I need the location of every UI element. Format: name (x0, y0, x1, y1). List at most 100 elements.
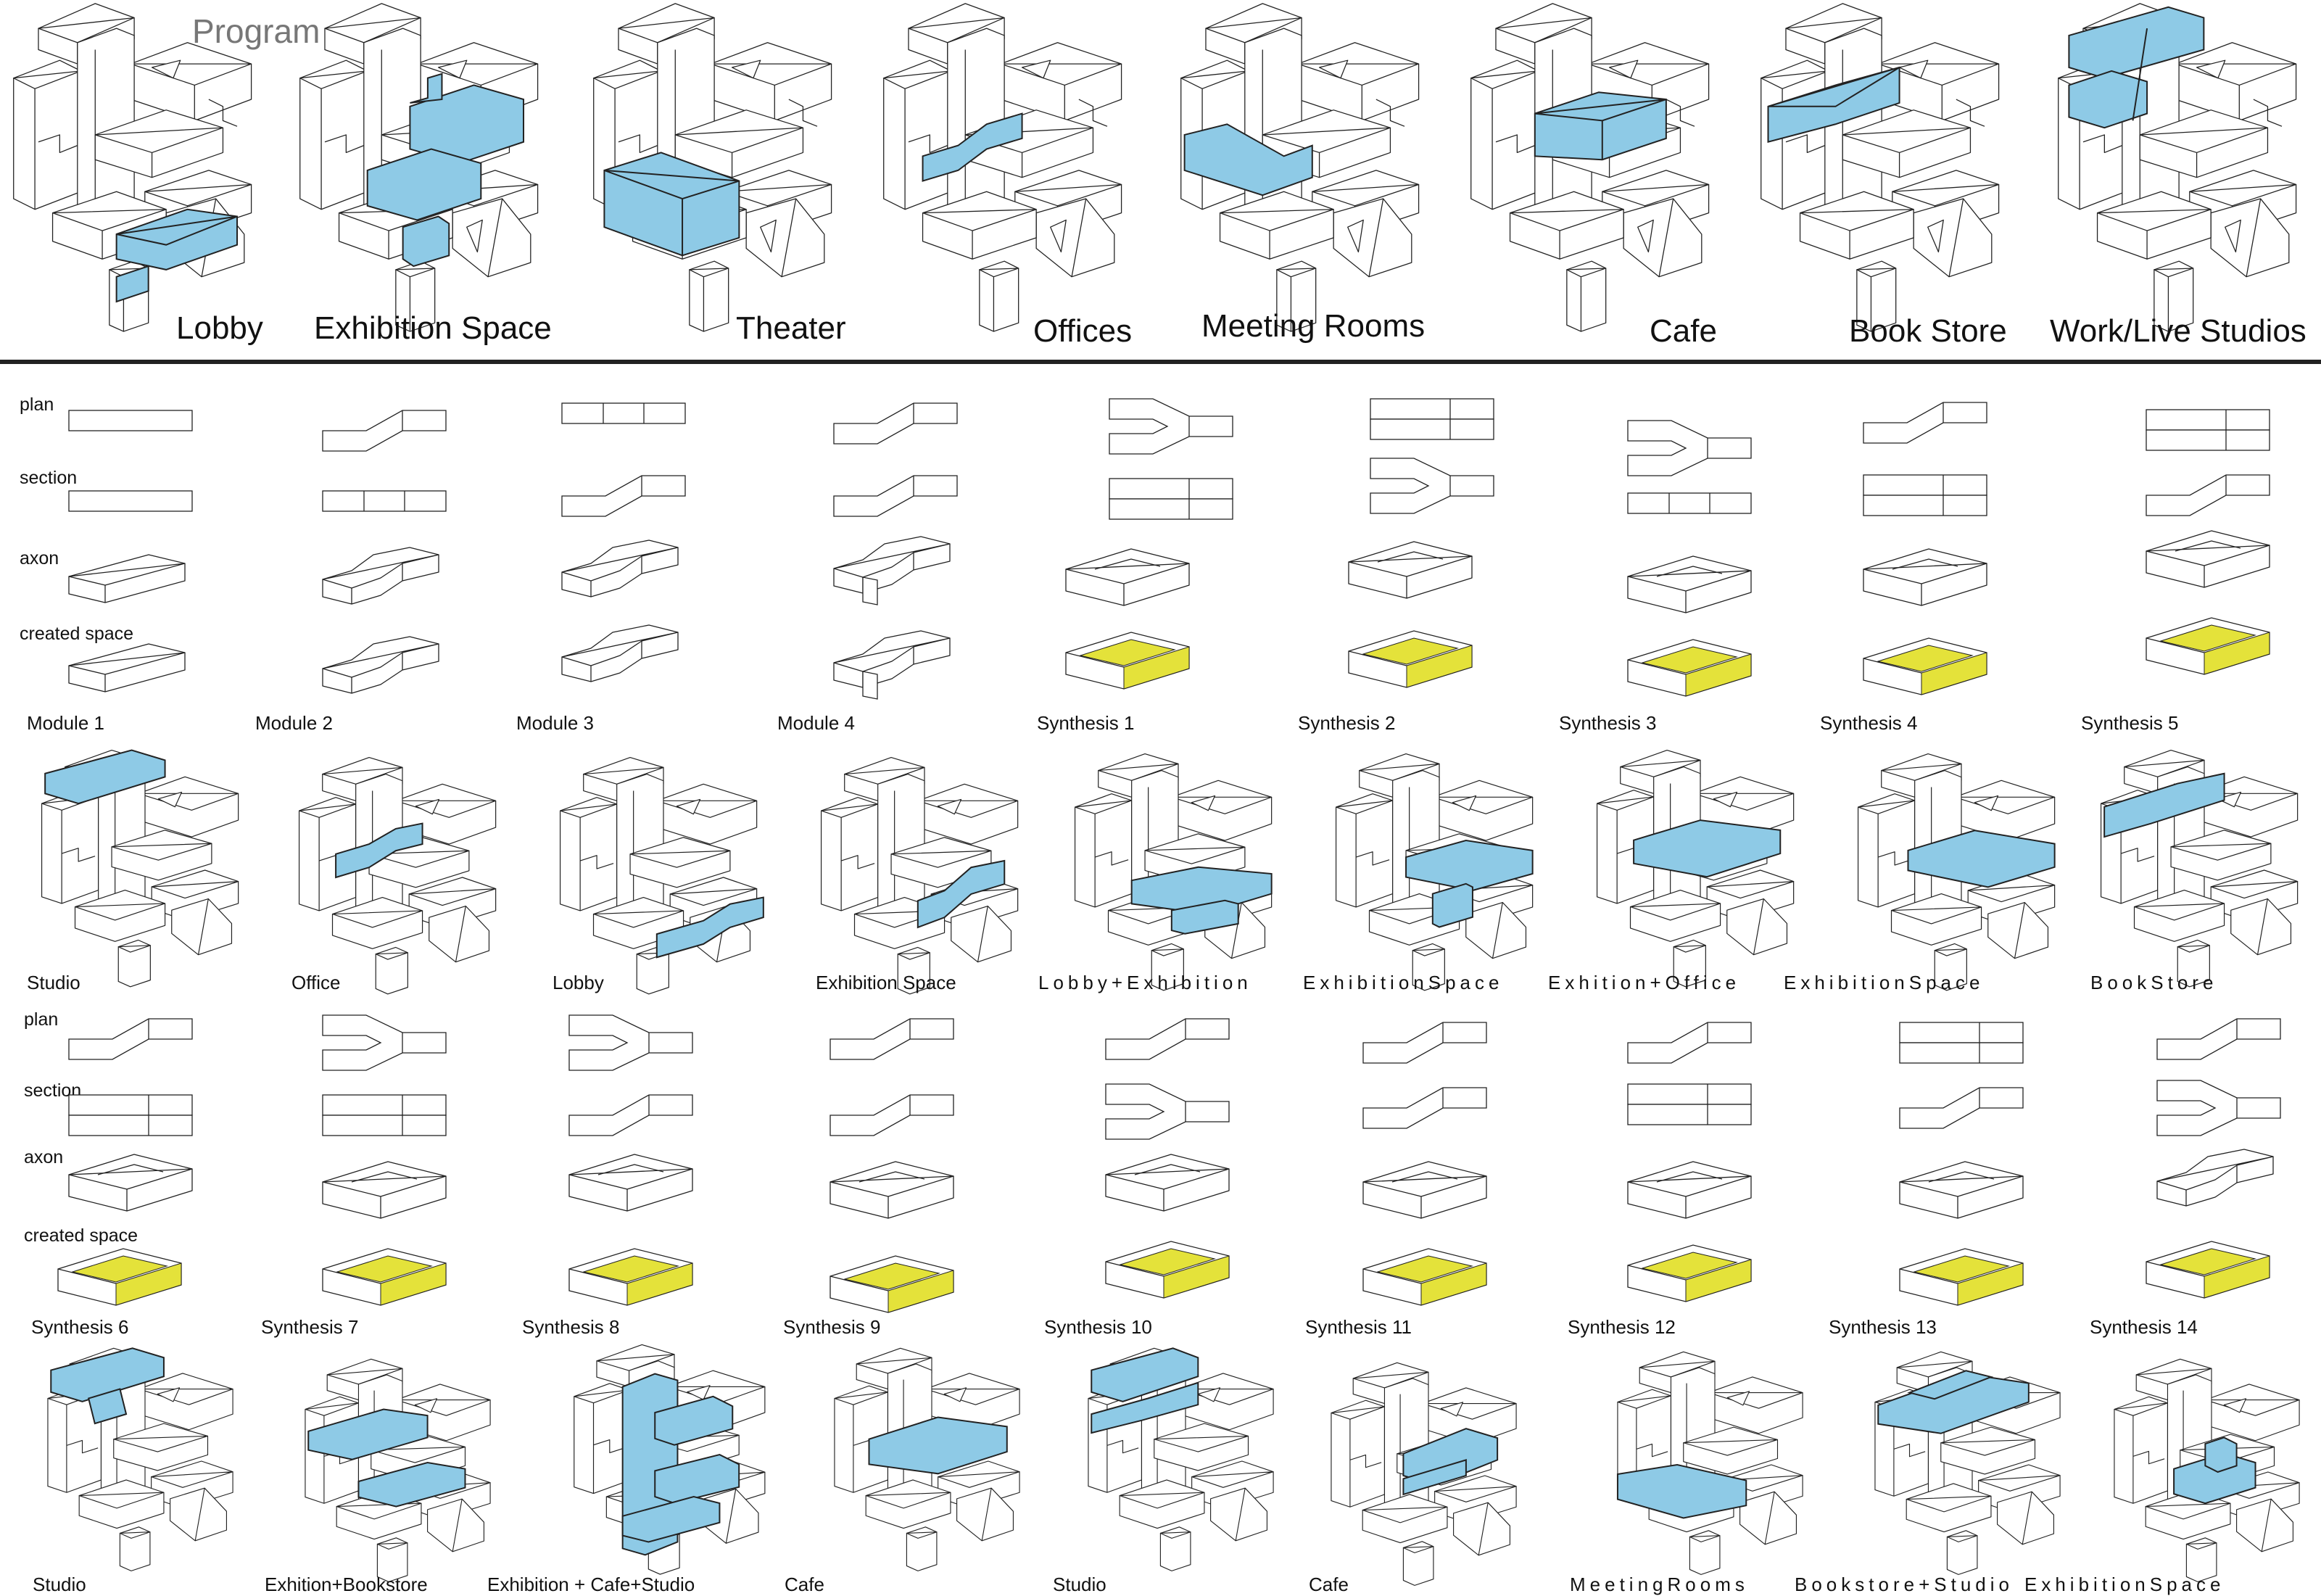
synthesis9-space (829, 1255, 954, 1313)
synthesis12-axon (1627, 1161, 1752, 1219)
synthesis14-axon (2156, 1149, 2274, 1207)
program-model-meeting (1180, 3, 1420, 332)
set2-label-6: Synthesis 11 (1305, 1316, 1412, 1338)
usage1-label-8: ExhibitionSpace (1784, 972, 1985, 993)
synthesis9-section (829, 1094, 954, 1136)
program-model-bookstore (1761, 3, 2000, 332)
module3-section (561, 475, 686, 517)
usage1-model-9 (2100, 749, 2299, 988)
module2-section (322, 490, 447, 512)
synthesis12-section (1627, 1083, 1752, 1125)
usage1-model-4 (820, 756, 1019, 995)
set2-label-3: Synthesis 8 (522, 1316, 620, 1338)
program-model-theater (593, 3, 832, 332)
usage2-model-9 (2114, 1358, 2300, 1582)
synthesis14-section (2156, 1080, 2281, 1136)
usage2-model-2 (305, 1358, 491, 1582)
usage2-model-7 (1599, 1351, 1803, 1575)
usage2-label-1: Studio (33, 1574, 86, 1595)
usage2-model-4 (834, 1347, 1020, 1571)
module4-section (833, 475, 958, 517)
set1-label-1: Module 1 (27, 712, 104, 734)
row-label-axon-1: axon (20, 548, 59, 568)
synthesis9-axon (829, 1161, 954, 1219)
program-model-studios (2058, 3, 2297, 332)
usage2-model-3 (574, 1344, 766, 1575)
set1-label-4: Module 4 (777, 712, 855, 734)
synthesis4-plan (1863, 402, 1987, 444)
program-label-meeting: Meeting Rooms (1201, 308, 1426, 344)
synthesis12-space (1627, 1244, 1752, 1302)
set1-label-2: Module 2 (255, 712, 333, 734)
set1-label-5: Synthesis 1 (1037, 712, 1135, 734)
module2-axon (322, 547, 439, 605)
synthesis1-section (1109, 478, 1233, 520)
program-title: Program (192, 12, 320, 50)
usage2-label-3: Exhibition + Cafe+Studio (487, 1574, 695, 1595)
synthesis6-axon (68, 1154, 193, 1212)
module4-plan (833, 402, 958, 445)
usage1-label-1: Studio (27, 972, 80, 993)
synthesis5-plan (2146, 409, 2270, 451)
synthesis6-section (68, 1094, 193, 1136)
synthesis2-space (1348, 630, 1473, 688)
synthesis13-space (1899, 1248, 2024, 1306)
synthesis8-axon (568, 1154, 693, 1212)
usage1-label-6: ExhibitionSpace (1303, 972, 1504, 993)
row-label-created-2: created space (24, 1225, 138, 1246)
synthesis3-section (1627, 492, 1752, 514)
usage2-label-5: Studio (1053, 1574, 1106, 1595)
usage1-label-5: Lobby+Exhibition (1038, 972, 1252, 993)
program-label-cafe: Cafe (1650, 313, 1717, 349)
module2-plan (322, 410, 447, 452)
synthesis5-section (2146, 474, 2270, 516)
synthesis13-axon (1899, 1161, 2024, 1219)
usage1-model-2 (298, 756, 497, 995)
usage1-label-7: Exhition+Office (1548, 972, 1741, 993)
usage1-model-7 (1596, 749, 1795, 988)
set1-label-9: Synthesis 5 (2081, 712, 2179, 734)
usage1-label-2: Office (291, 972, 341, 993)
usage1-model-3 (559, 756, 779, 995)
module3-plan (561, 402, 686, 424)
usage2-label-9: ExhibitionSpace (2024, 1574, 2225, 1595)
row-label-created-1: created space (20, 624, 134, 644)
synthesis4-axon (1863, 548, 1987, 606)
synthesis12-plan (1627, 1022, 1752, 1064)
synthesis5-axon (2146, 530, 2270, 588)
module1-axon (68, 554, 186, 603)
usage1-model-1 (41, 747, 239, 988)
program-label-offices: Offices (1033, 313, 1133, 349)
synthesis3-space (1627, 639, 1752, 697)
usage2-model-1 (47, 1345, 233, 1571)
synthesis10-plan (1105, 1018, 1230, 1060)
synthesis10-axon (1105, 1154, 1230, 1212)
synthesis2-section (1370, 458, 1494, 514)
section-divider (0, 360, 2321, 364)
program-model-lobby (13, 3, 252, 332)
row-label-plan-2: plan (24, 1009, 59, 1030)
synthesis4-space (1863, 637, 1987, 695)
program-label-theater: Theater (736, 310, 846, 346)
module2-space (322, 636, 439, 694)
module3-axon (561, 539, 679, 598)
synthesis1-plan (1109, 398, 1233, 455)
synthesis11-section (1362, 1087, 1487, 1129)
set2-label-4: Synthesis 9 (783, 1316, 881, 1338)
program-model-exhibition (299, 3, 539, 332)
set1-label-8: Synthesis 4 (1820, 712, 1918, 734)
set2-label-5: Synthesis 10 (1044, 1316, 1152, 1338)
set1-label-7: Synthesis 3 (1559, 712, 1657, 734)
program-model-cafe (1470, 3, 1710, 332)
synthesis6-space (57, 1248, 182, 1306)
synthesis1-axon (1065, 548, 1190, 606)
usage2-model-5 (1088, 1345, 1274, 1571)
synthesis7-section (322, 1094, 447, 1136)
synthesis6-plan (68, 1018, 193, 1060)
program-label-bookstore: Book Store (1849, 313, 2007, 349)
set1-label-6: Synthesis 2 (1298, 712, 1396, 734)
set2-label-2: Synthesis 7 (261, 1316, 359, 1338)
synthesis2-plan (1370, 398, 1494, 440)
usage1-model-5 (1074, 753, 1294, 991)
synthesis11-axon (1362, 1161, 1487, 1219)
